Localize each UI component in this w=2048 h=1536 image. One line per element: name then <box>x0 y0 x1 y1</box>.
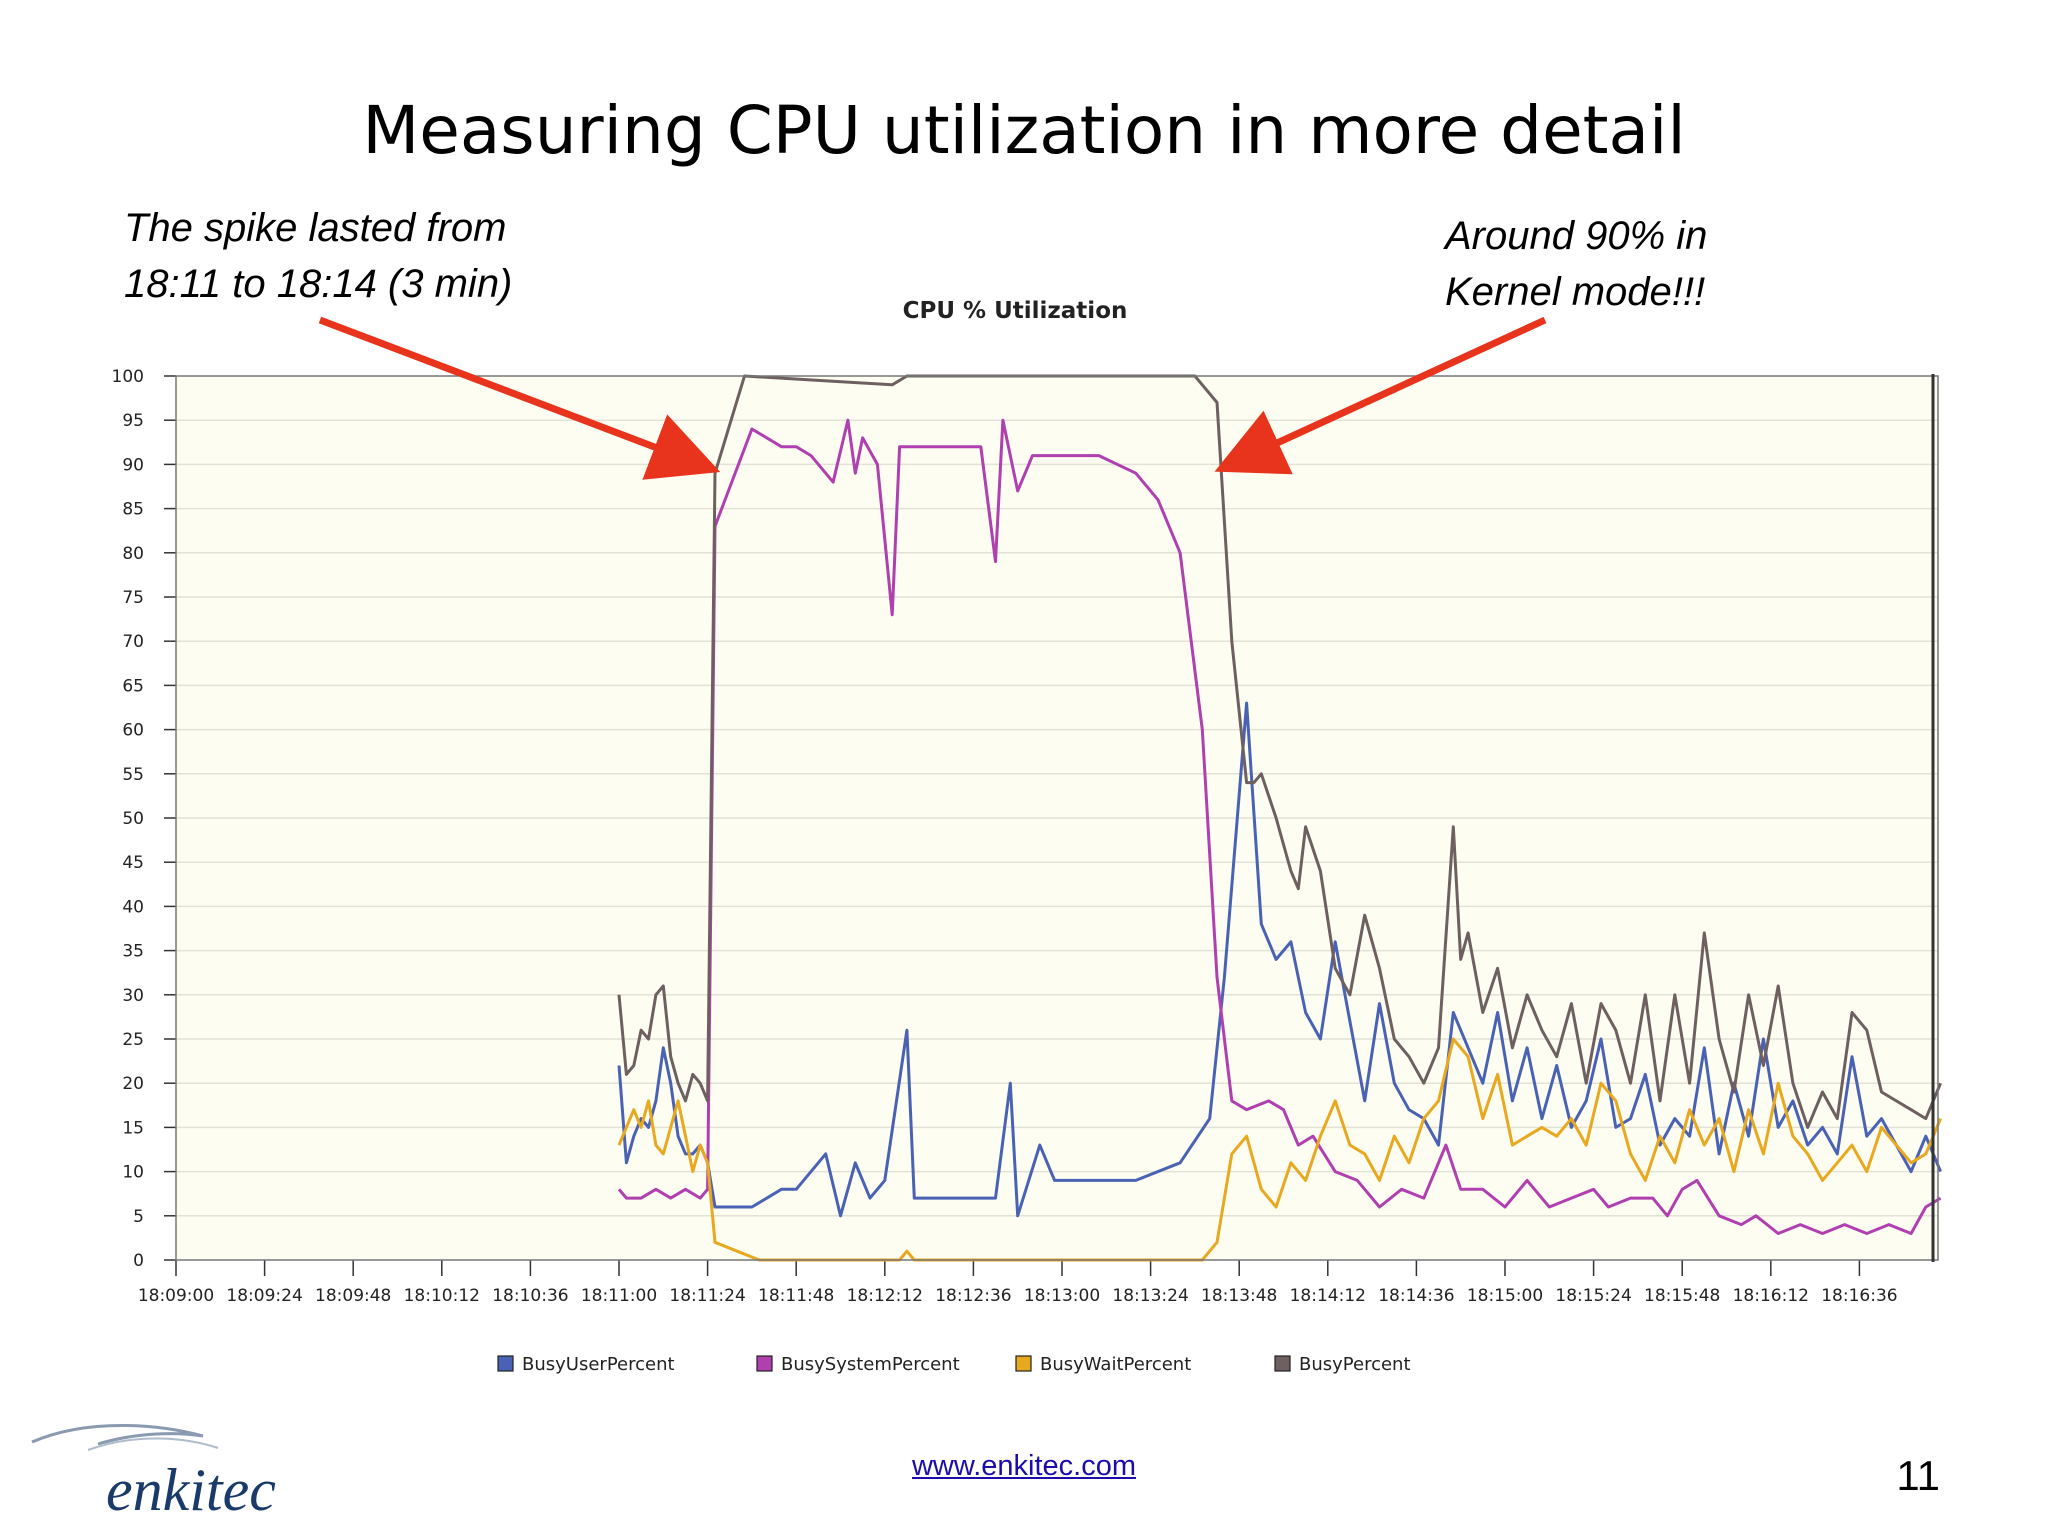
enkitec-logo: enkitec <box>31 1424 276 1523</box>
legend-label: BusySystemPercent <box>781 1354 960 1375</box>
arrow-left <box>318 316 721 480</box>
series-line-busywaitpercent <box>617 1037 1942 1262</box>
legend-swatch <box>1015 1355 1032 1372</box>
x-tick-label: 18:15:24 <box>1555 1286 1631 1306</box>
chart-title: CPU % Utilization <box>903 298 1128 324</box>
y-axis: 0 5 10 15 20 25 30 35 40 45 50 55 60 65 70 75 80 85 90 95 10… <box>112 367 176 1271</box>
x-tick-label: 18:15:00 <box>1467 1286 1543 1306</box>
x-tick-label: 18:10:12 <box>404 1286 480 1306</box>
arrow-right <box>1214 316 1547 475</box>
series-line-busysystempercent <box>617 418 1942 1235</box>
y-tick-label: 55 <box>122 765 144 785</box>
x-tick-label: 18:14:36 <box>1378 1286 1454 1306</box>
x-tick-label: 18:11:00 <box>581 1286 657 1306</box>
y-tick-label: 85 <box>122 500 144 520</box>
plot-border <box>175 375 1939 1261</box>
gridlines <box>176 419 1938 1217</box>
y-tick-label: 60 <box>122 721 144 741</box>
y-tick-label: 50 <box>122 809 144 829</box>
y-tick-label: 75 <box>122 588 144 608</box>
y-tick-label: 10 <box>122 1163 144 1183</box>
x-tick-label: 18:12:36 <box>935 1286 1011 1306</box>
y-tick-label: 15 <box>122 1118 144 1138</box>
legend-label: BusyUserPercent <box>522 1354 675 1375</box>
y-tick-label: 30 <box>122 986 144 1006</box>
cpu-utilization-chart: CPU % Utilization 0 5 10 15 20 25 30 35 40 45 50 55… <box>112 298 1942 1375</box>
x-tick-label: 18:12:12 <box>847 1286 923 1306</box>
legend-swatch <box>497 1355 514 1372</box>
x-tick-label: 18:09:24 <box>226 1286 302 1306</box>
y-tick-label: 65 <box>122 676 144 696</box>
legend-swatch <box>1274 1355 1291 1372</box>
y-tick-label: 0 <box>133 1251 144 1271</box>
slide-title: Measuring CPU utilization in more detail <box>362 92 1686 169</box>
x-tick-label: 18:16:36 <box>1821 1286 1897 1306</box>
legend-swatch <box>756 1355 773 1372</box>
legend-label: BusyPercent <box>1299 1354 1411 1375</box>
x-tick-label: 18:09:00 <box>138 1286 214 1306</box>
y-tick-label: 80 <box>122 544 144 564</box>
y-tick-label: 35 <box>122 942 144 962</box>
y-tick-label: 25 <box>122 1030 144 1050</box>
x-tick-label: 18:13:48 <box>1201 1286 1277 1306</box>
x-axis: 18:09:00 18:09:24 18:09:48 18:10:12 18:10:36… <box>138 1260 1898 1306</box>
x-tick-label: 18:10:36 <box>492 1286 568 1306</box>
page-number: 11 <box>1896 1452 1940 1499</box>
legend-label: BusyWaitPercent <box>1040 1354 1191 1375</box>
legend: BusyUserPercent BusySystemPercent BusyWait… <box>497 1354 1411 1375</box>
x-tick-label: 18:14:12 <box>1290 1286 1366 1306</box>
y-tick-label: 100 <box>112 367 144 387</box>
footer-website-link[interactable]: www.enkitec.com <box>911 1450 1136 1482</box>
series-line-busypercent <box>617 374 1942 1129</box>
annotation-kernel-mode: Around 90% in Kernel mode!!! <box>1445 214 1708 314</box>
series-lines <box>617 374 1942 1262</box>
x-tick-label: 18:11:48 <box>758 1286 834 1306</box>
y-tick-label: 45 <box>122 853 144 873</box>
svg-text:enkitec: enkitec <box>106 1457 276 1523</box>
x-tick-label: 18:09:48 <box>315 1286 391 1306</box>
x-tick-label: 18:13:24 <box>1112 1286 1188 1306</box>
y-tick-label: 5 <box>133 1207 144 1227</box>
y-tick-label: 95 <box>122 411 144 431</box>
y-tick-label: 40 <box>122 897 144 917</box>
x-tick-label: 18:13:00 <box>1024 1286 1100 1306</box>
x-tick-label: 18:11:24 <box>669 1286 745 1306</box>
y-tick-label: 70 <box>122 632 144 652</box>
y-tick-label: 90 <box>122 455 144 475</box>
x-tick-label: 18:16:12 <box>1733 1286 1809 1306</box>
annotation-spike-duration: The spike lasted from 18:11 to 18:14 (3 … <box>124 206 513 306</box>
x-tick-label: 18:15:48 <box>1644 1286 1720 1306</box>
series-line-busyuserpercent <box>617 701 1942 1218</box>
y-tick-label: 20 <box>122 1074 144 1094</box>
